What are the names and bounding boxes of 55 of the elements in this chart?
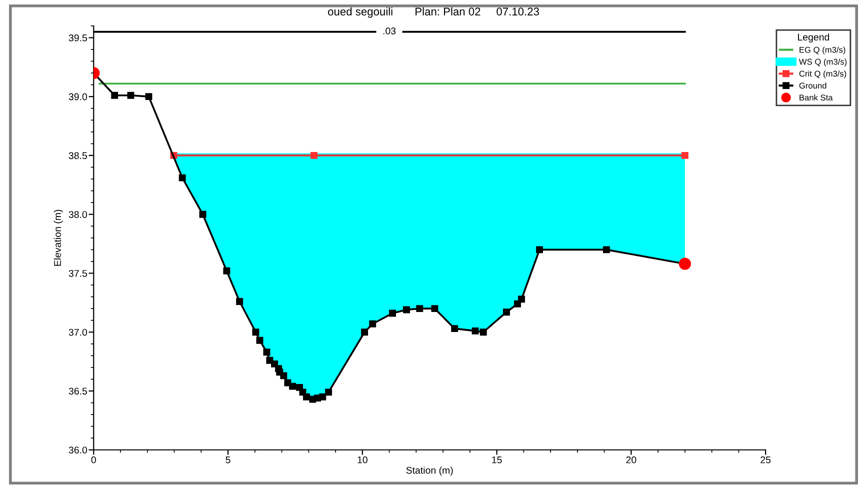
point bbox=[502, 308, 510, 316]
legend-label: Crit Q (m3/s) bbox=[799, 70, 846, 78]
x-tick-label: 20 bbox=[626, 456, 636, 464]
y-axis-title: Elevation (m) bbox=[54, 210, 63, 266]
point bbox=[303, 393, 310, 400]
point bbox=[431, 305, 438, 312]
legend-label: Ground bbox=[799, 82, 826, 89]
point bbox=[480, 328, 487, 336]
point bbox=[280, 372, 288, 380]
point bbox=[199, 210, 206, 218]
legend-label: EG Q (m3/s) bbox=[800, 46, 846, 54]
point bbox=[536, 246, 543, 254]
point bbox=[310, 152, 318, 159]
y-tick-label: 39.0 bbox=[68, 93, 88, 100]
y-tick-label: 38.5 bbox=[68, 152, 87, 160]
point bbox=[369, 320, 376, 328]
annotation: .03 bbox=[383, 28, 396, 34]
y-tick-label: 39.5 bbox=[68, 34, 87, 42]
point bbox=[451, 325, 458, 332]
point bbox=[178, 174, 186, 182]
point bbox=[263, 348, 270, 356]
x-tick-label: 0 bbox=[91, 456, 96, 464]
point bbox=[223, 267, 230, 274]
point bbox=[127, 92, 134, 99]
x-tick-label: 15 bbox=[492, 456, 502, 464]
y-tick-label: 37.0 bbox=[68, 328, 88, 336]
x-tick-label: 10 bbox=[358, 456, 368, 464]
chart-title: oued segouili Plan: Plan 02 07.10.23 bbox=[328, 7, 539, 18]
legend-label: Bank Sta bbox=[800, 94, 833, 101]
x-tick-label: 25 bbox=[760, 456, 771, 464]
point bbox=[518, 296, 525, 303]
point bbox=[236, 298, 244, 305]
legend-label: WS Q (m3/s) bbox=[798, 58, 847, 66]
x-axis-title: Station (m) bbox=[406, 466, 453, 476]
y-tick-label: 36.0 bbox=[68, 446, 88, 454]
point bbox=[325, 388, 332, 396]
point bbox=[256, 336, 264, 344]
point bbox=[252, 328, 260, 336]
y-tick-label: 38.0 bbox=[68, 211, 88, 218]
y-tick-label: 37.5 bbox=[68, 270, 87, 277]
point bbox=[389, 310, 396, 317]
point bbox=[266, 356, 274, 364]
point bbox=[472, 327, 479, 334]
point bbox=[145, 93, 152, 100]
point bbox=[111, 92, 118, 99]
point bbox=[403, 306, 410, 314]
point bbox=[289, 382, 296, 390]
x-tick-label: 5 bbox=[226, 456, 230, 464]
point bbox=[681, 152, 688, 159]
point bbox=[416, 305, 424, 312]
point bbox=[602, 246, 610, 254]
y-tick-label: 36.5 bbox=[68, 388, 87, 395]
point bbox=[319, 393, 326, 400]
point bbox=[361, 328, 368, 336]
legend-title: Legend bbox=[798, 33, 830, 42]
